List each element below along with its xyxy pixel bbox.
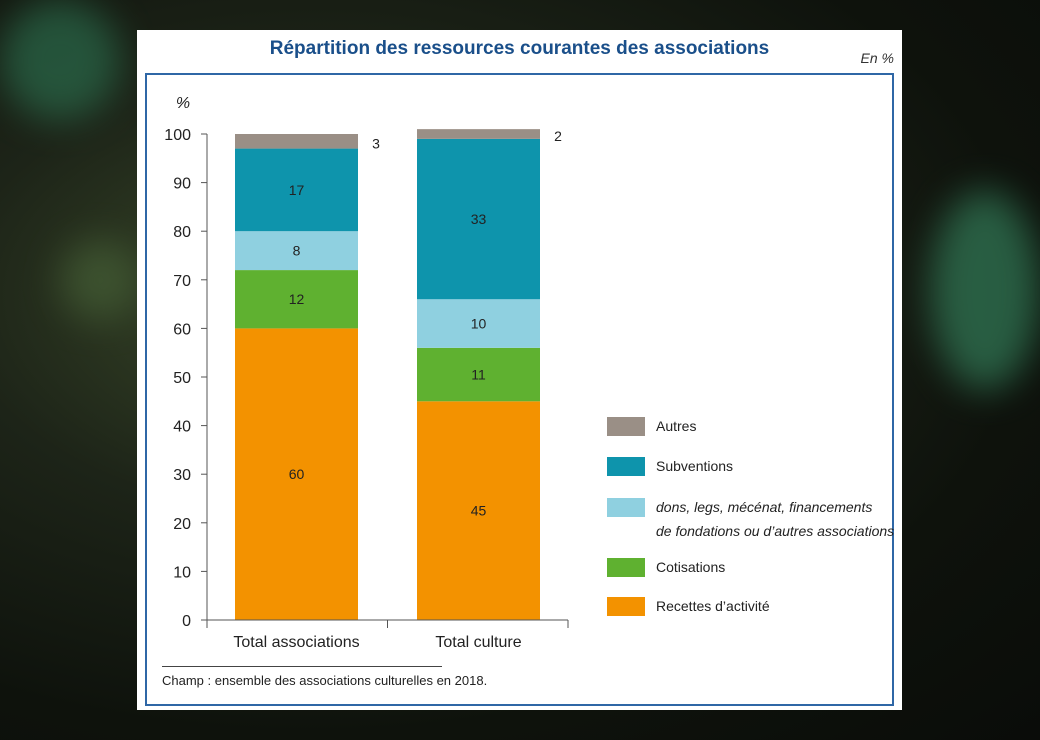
legend-label: Recettes d’activité <box>656 598 770 614</box>
data-label: 45 <box>471 503 487 519</box>
y-tick-label: 0 <box>182 613 191 630</box>
data-label: 33 <box>471 211 487 227</box>
bar-segment <box>235 231 358 271</box>
category-label: Total culture <box>435 634 521 651</box>
data-label: 17 <box>289 182 305 198</box>
legend-swatch <box>607 498 645 517</box>
chart-frame <box>145 73 894 706</box>
legend-label: de fondations ou d’autres associations <box>656 523 894 539</box>
source-note: Champ : ensemble des associations cultur… <box>162 673 488 688</box>
data-label: 12 <box>289 291 305 307</box>
data-label: 8 <box>293 243 301 259</box>
y-axis-label: % <box>176 95 190 112</box>
legend-label: Subventions <box>656 458 733 474</box>
legend-label: Autres <box>656 418 696 434</box>
bar-segment <box>417 401 540 620</box>
y-tick-label: 20 <box>173 516 191 533</box>
background-light <box>60 240 140 320</box>
data-label: 60 <box>289 466 305 482</box>
category-label: Total associations <box>233 634 359 651</box>
y-tick-label: 70 <box>173 273 191 290</box>
y-tick-label: 30 <box>173 467 191 484</box>
note-rule <box>162 666 442 667</box>
y-tick-label: 50 <box>173 370 191 387</box>
bar-segment <box>235 270 358 329</box>
stacked-bar-chart: % 60 12 8 17 3 Total associations 45 11 10 33 2 Tota… <box>164 95 894 651</box>
bar-segment <box>235 134 358 149</box>
bar-segment <box>235 328 358 620</box>
y-tick-label: 90 <box>173 176 191 193</box>
data-label: 11 <box>471 367 486 383</box>
y-tick-label: 10 <box>173 564 191 581</box>
y-tick-label: 80 <box>173 224 191 241</box>
chart-title: Répartition des ressources courantes des… <box>269 38 770 59</box>
bar-segment <box>235 148 358 232</box>
y-tick-label: 40 <box>173 419 191 436</box>
y-tick-label: 60 <box>173 321 191 338</box>
data-label: 3 <box>372 135 380 151</box>
data-label: 2 <box>554 128 562 144</box>
legend-swatch <box>607 597 645 616</box>
background-light <box>0 0 120 120</box>
legend-swatch <box>607 558 645 577</box>
background-light <box>930 190 1040 390</box>
bar-segment <box>417 299 540 348</box>
bar-segment <box>417 138 540 300</box>
data-label: 10 <box>471 316 487 332</box>
legend-label: Cotisations <box>656 559 725 575</box>
legend-label: dons, legs, mécénat, financements <box>656 499 872 515</box>
legend-swatch <box>607 457 645 476</box>
unit-note: En % <box>860 50 894 66</box>
bar-segment <box>417 347 540 402</box>
bar-segment <box>417 129 540 139</box>
y-tick-label: 100 <box>164 127 191 144</box>
legend-swatch <box>607 417 645 436</box>
chart-card: Répartition des ressources courantes des… <box>137 30 902 710</box>
